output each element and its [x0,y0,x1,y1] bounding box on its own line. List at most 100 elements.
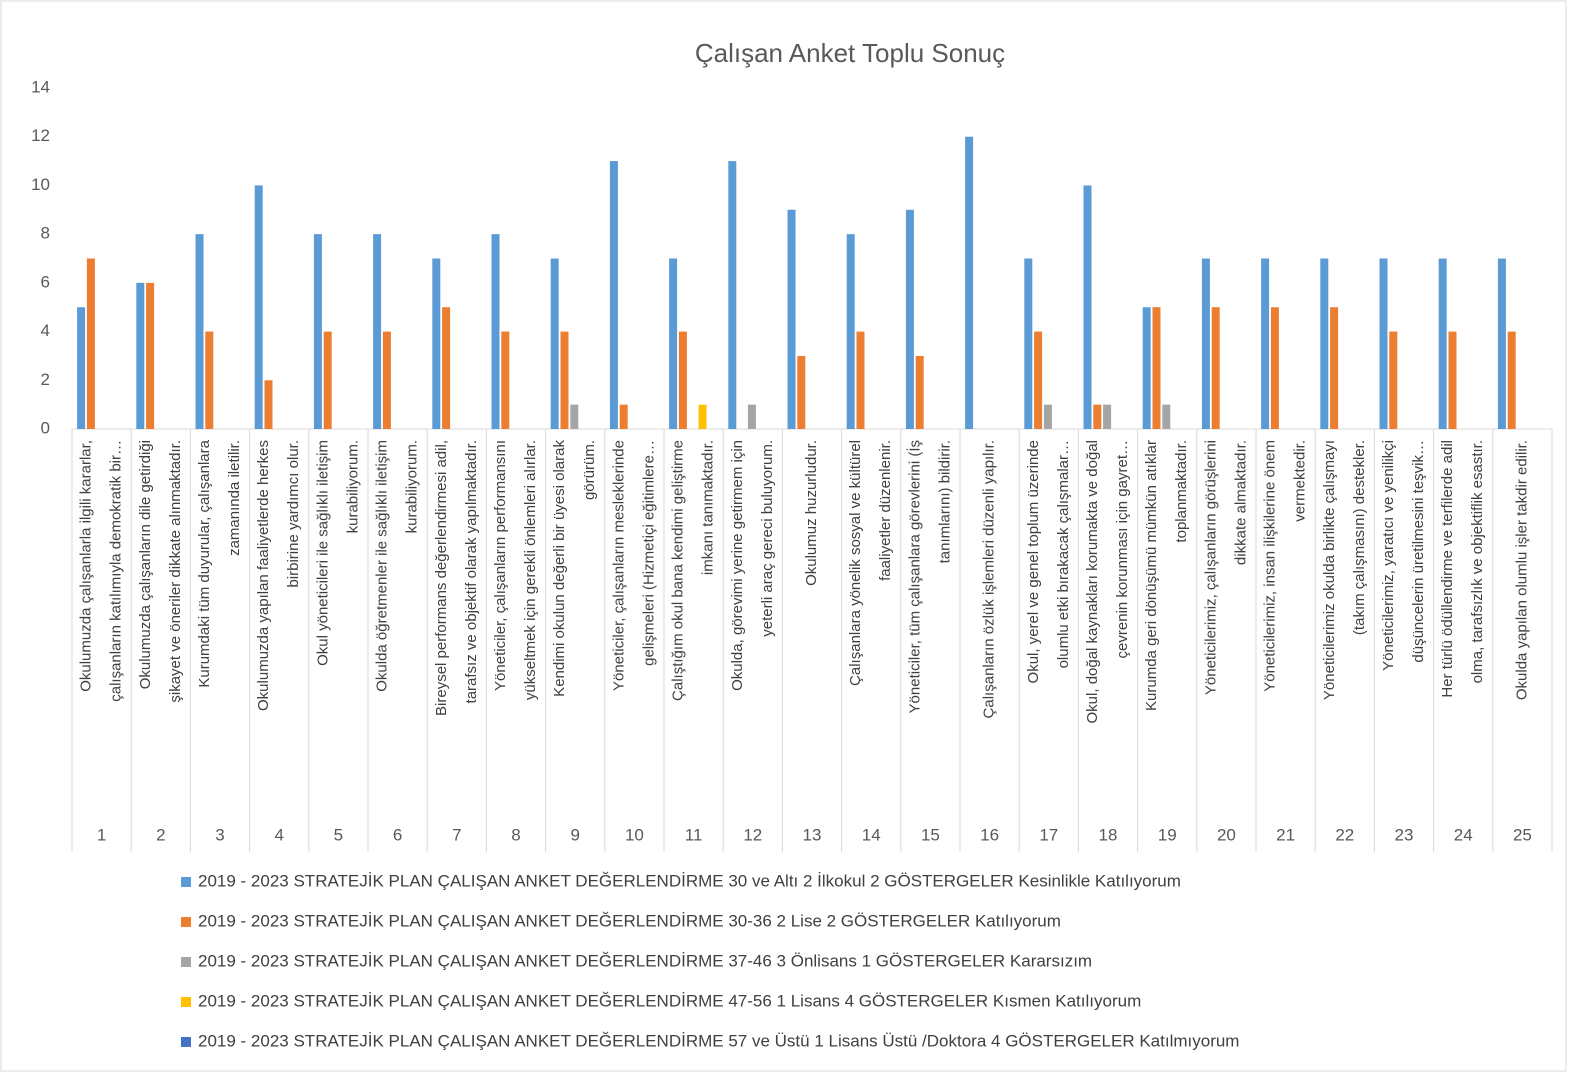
bar [1103,404,1112,429]
x-category-label: Okul, doğal kaynakları korumakta ve doğa… [1084,440,1101,723]
x-category-label: yükseltmek için gerekli önlemleri alırla… [522,440,539,700]
x-category-label: Okul, yerel ve genel toplum üzerinde [1025,440,1042,683]
x-category-number: 23 [1395,825,1414,844]
x-category-number: 21 [1276,825,1295,844]
x-category-number: 14 [862,825,881,844]
bar [1162,404,1171,429]
bar [787,209,796,429]
x-category-label: Yöneticiler, çalışanların performansını [492,440,509,691]
bar [1152,307,1161,429]
legend-label: 2019 - 2023 STRATEJİK PLAN ÇALIŞAN ANKET… [198,991,1141,1010]
bar [264,380,273,429]
bar [86,258,95,429]
x-category-label: Okulumuzda çalışanların dile getirdiği [137,440,154,689]
bar [1330,307,1339,429]
bar [619,404,628,429]
legend-swatch [181,877,191,887]
x-category-label: olumlu etki bırakacak çalışmalar… [1055,440,1072,668]
x-category-label: kurabiliyorum. [344,440,361,533]
x-category-label: vermektedir. [1292,440,1309,522]
y-tick-label: 4 [41,321,50,340]
x-category-number: 24 [1454,825,1473,844]
bar [550,258,559,429]
x-category-label: (takım çalışmasını) destekler. [1351,440,1368,635]
bar [1083,185,1092,429]
x-category-label: şikayet ve öneriler dikkate alınmaktadır… [167,440,184,703]
bar [195,234,204,429]
x-category-label: Her türlü ödüllendirme ve terfilerde adi… [1439,440,1456,698]
x-category-label: faaliyetler düzenlenir. [877,440,894,581]
bar [491,234,500,429]
x-category-label: Okulda öğretmenler ile sağlıklı iletişim [374,440,391,692]
bar [905,209,914,429]
x-category-label: çalışanların katılımıyla demokratik bir… [108,440,125,702]
x-category-number: 25 [1513,825,1532,844]
y-tick-label: 2 [41,370,50,389]
legend-swatch [181,1037,191,1047]
x-category-number: 6 [393,825,402,844]
x-category-number: 7 [452,825,461,844]
bar [1389,331,1398,429]
legend-label: 2019 - 2023 STRATEJİK PLAN ÇALIŞAN ANKET… [198,951,1092,970]
legend-label: 2019 - 2023 STRATEJİK PLAN ÇALIŞAN ANKET… [198,911,1061,930]
x-category-number: 12 [743,825,762,844]
bar [373,234,382,429]
x-category-label: Yöneticilerimiz, insan ilişkilerine önem [1262,440,1279,692]
x-category-number: 8 [511,825,520,844]
x-category-label: Okul yöneticileri ile sağlıklı iletişim [314,440,331,666]
x-category-number: 3 [215,825,224,844]
bar [678,331,687,429]
x-category-label: dikkate almaktadır. [1232,440,1249,565]
bar [698,404,707,429]
legend-label: 2019 - 2023 STRATEJİK PLAN ÇALIŞAN ANKET… [198,871,1181,890]
bar [1142,307,1151,429]
bar [560,331,569,429]
legend-label: 2019 - 2023 STRATEJİK PLAN ÇALIŞAN ANKET… [198,1031,1239,1050]
bar [1438,258,1447,429]
y-tick-label: 8 [41,224,50,243]
x-category-number: 4 [274,825,283,844]
x-category-label: zamanında iletilir. [226,440,243,556]
x-category-label: Çalıştığım okul bana kendimi geliştirme [670,440,687,701]
legend-swatch [181,997,191,1007]
x-category-label: Yöneticiler, çalışanların mesleklerinde [610,440,627,691]
x-category-number: 9 [570,825,579,844]
x-category-label: kurabiliyorum. [404,440,421,533]
x-category-label: Çalışanlara yönelik sosyal ve kültürel [847,440,864,686]
bar [205,331,214,429]
bar [1261,258,1270,429]
bar [382,331,391,429]
bar [313,234,322,429]
x-category-label: düşüncelerin üretilmesini teşvik… [1410,440,1427,663]
bar [728,161,737,430]
chart-title: Çalışan Anket Toplu Sonuç [695,38,1005,68]
x-category-label: Bireysel performans değerlendirmesi adil… [433,440,450,716]
bar [1034,331,1043,429]
bar [797,355,806,429]
x-category-label: gelişmeleri (Hizmetiçi eğitimlere… [640,440,657,666]
bar [1211,307,1220,429]
x-category-number: 5 [334,825,343,844]
x-category-number: 1 [97,825,106,844]
bar [609,161,618,430]
bar [915,355,924,429]
x-category-label: imkanı tanımaktadır. [700,440,717,575]
bar [747,404,756,429]
bar [1270,307,1279,429]
legend-swatch [181,917,191,927]
x-category-label: Kendimi okulun değerli bir üyesi olarak [551,440,568,697]
x-category-number: 11 [685,825,703,844]
bar [1379,258,1388,429]
x-category-number: 16 [980,825,999,844]
bar [856,331,865,429]
x-category-number: 19 [1158,825,1177,844]
y-tick-label: 0 [41,418,50,437]
x-category-label: birbirine yardımcı olur. [285,440,302,588]
x-category-label: Yöneticiler, tüm çalışanlara görevlerini… [905,440,923,713]
x-category-label: Kurumda geri dönüşümü mümkün atıklar [1143,440,1160,711]
bar [323,331,332,429]
x-category-label: Çalışanların özlük işlemleri düzenli yap… [981,440,998,718]
x-category-label: çevrenin korunması için gayret… [1114,440,1131,658]
y-tick-label: 6 [41,272,50,291]
